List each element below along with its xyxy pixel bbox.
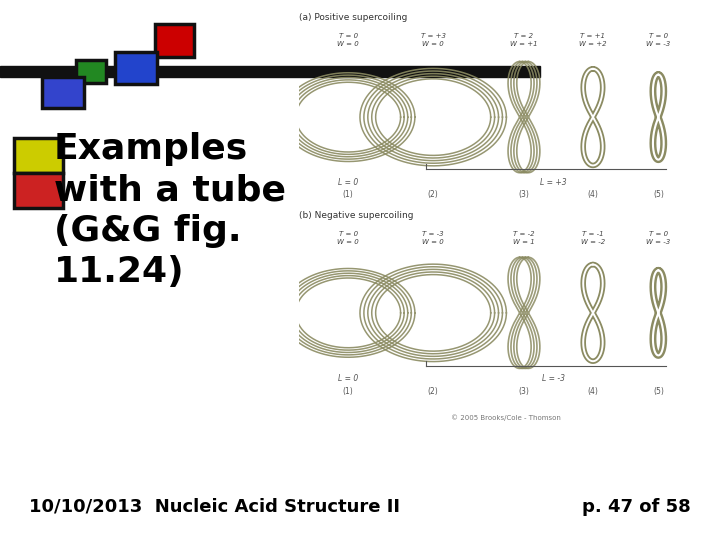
Text: L = 0: L = 0 <box>338 178 359 186</box>
Text: (4): (4) <box>588 190 598 199</box>
Text: (a) Positive supercoiling: (a) Positive supercoiling <box>299 13 408 22</box>
Text: T = -2
W = 1: T = -2 W = 1 <box>513 231 535 245</box>
Bar <box>14 138 63 173</box>
Text: (1): (1) <box>343 190 354 199</box>
Text: (4): (4) <box>588 387 598 396</box>
Text: (5): (5) <box>653 190 664 199</box>
Text: L = -3: L = -3 <box>541 374 564 383</box>
Text: (3): (3) <box>518 190 529 199</box>
Text: (2): (2) <box>428 387 438 396</box>
Text: (2): (2) <box>428 190 438 199</box>
Text: T = 2
W = +1: T = 2 W = +1 <box>510 32 538 46</box>
Text: T = 0
W = 0: T = 0 W = 0 <box>337 231 359 245</box>
Text: L = 0: L = 0 <box>338 374 359 383</box>
Bar <box>0 66 540 77</box>
Text: T = 0
W = -3: T = 0 W = -3 <box>647 32 670 46</box>
Text: p. 47 of 58: p. 47 of 58 <box>582 498 691 516</box>
Text: (5): (5) <box>653 387 664 396</box>
Bar <box>155 24 194 57</box>
Text: L = +3: L = +3 <box>540 178 567 186</box>
Text: 10/10/2013  Nucleic Acid Structure II: 10/10/2013 Nucleic Acid Structure II <box>29 498 400 516</box>
Text: T = +1
W = +2: T = +1 W = +2 <box>579 32 607 46</box>
Text: T = -1
W = -2: T = -1 W = -2 <box>581 231 605 245</box>
Text: Examples
with a tube
(G&G fig.
11.24): Examples with a tube (G&G fig. 11.24) <box>54 132 286 288</box>
Bar <box>14 173 63 208</box>
Bar <box>76 60 106 83</box>
Text: T = +3
W = 0: T = +3 W = 0 <box>420 32 446 46</box>
Text: T = -3
W = 0: T = -3 W = 0 <box>423 231 444 245</box>
Text: (1): (1) <box>343 387 354 396</box>
Bar <box>42 77 84 108</box>
Bar <box>115 52 157 84</box>
Text: © 2005 Brooks/Cole - Thomson: © 2005 Brooks/Cole - Thomson <box>451 414 561 421</box>
Text: T = 0
W = -3: T = 0 W = -3 <box>647 231 670 245</box>
Text: (3): (3) <box>518 387 529 396</box>
Text: (b) Negative supercoiling: (b) Negative supercoiling <box>299 211 413 220</box>
Text: T = 0
W = 0: T = 0 W = 0 <box>337 32 359 46</box>
